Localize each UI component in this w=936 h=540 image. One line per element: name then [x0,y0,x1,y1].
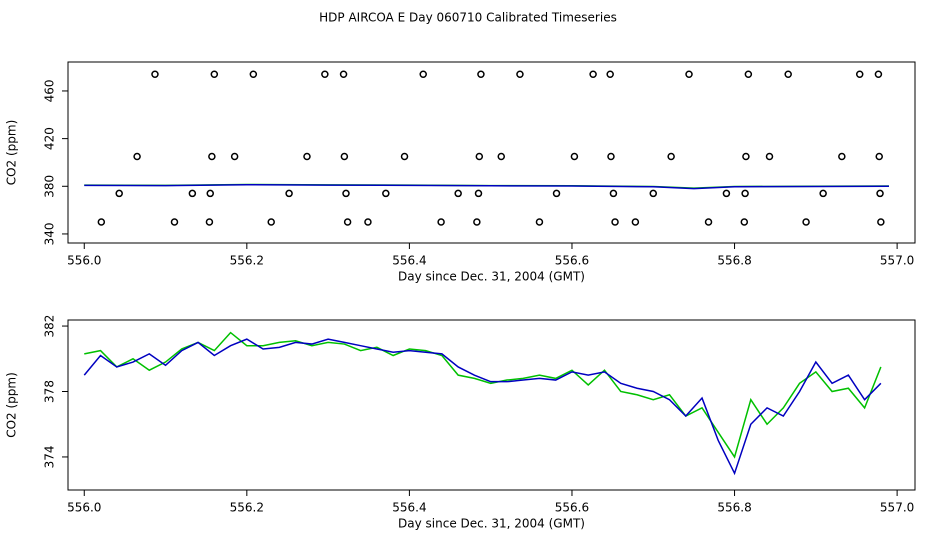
data-point [606,70,614,79]
data-point [249,70,258,79]
data-point [802,218,810,226]
x-axis-label: Day since Dec. 31, 2004 (GMT) [398,517,585,531]
data-point [667,152,675,161]
y-axis-label: CO2 (ppm) [5,120,19,186]
data-point [631,218,640,226]
data-point [874,70,883,79]
data-point [535,218,544,226]
data-point [206,189,215,198]
data-point [477,70,485,79]
data-point [115,189,123,198]
plot-frame [67,319,916,491]
data-line [84,183,889,190]
data-point [649,189,658,198]
data-point [819,189,827,198]
data-point [744,70,753,79]
data-point [875,152,883,161]
x-tick-label: 556.4 [392,254,426,268]
data-point [97,218,106,226]
data-point [343,218,352,226]
data-point [552,189,561,198]
data-point [170,218,179,226]
chart-title: HDP AIRCOA E Day 060710 Calibrated Times… [319,11,617,25]
data-point [876,189,884,198]
data-point [382,189,390,198]
data-point [570,152,579,161]
data-point [474,189,483,198]
data-point [685,70,693,79]
data-point [205,218,214,226]
data-point [611,218,619,226]
data-point [607,152,615,161]
x-tick-label: 556.2 [230,254,264,268]
x-tick-label: 556.8 [717,254,751,268]
data-point [765,152,774,161]
y-tick-label: 420 [43,127,57,150]
data-point [342,189,350,198]
y-tick-label: 382 [43,315,57,338]
data-point [437,218,445,226]
data-point [704,218,713,226]
y-axis-label: CO2 (ppm) [5,372,19,438]
data-line [84,331,882,459]
y-tick-label: 378 [43,380,57,403]
x-tick-label: 556.6 [555,254,589,268]
data-point [339,70,348,79]
data-point [838,152,846,161]
data-point [364,218,372,226]
data-point [321,70,329,79]
data-point [285,189,293,198]
x-tick-label: 556.0 [67,501,101,515]
data-point [589,70,597,79]
x-tick-label: 556.6 [555,501,589,515]
data-point [740,218,749,226]
x-tick-label: 557.0 [880,254,914,268]
x-tick-label: 556.0 [67,254,101,268]
data-point [400,152,409,161]
x-tick-label: 557.0 [880,501,914,515]
data-point [188,189,197,198]
x-tick-label: 556.8 [717,501,751,515]
data-point [877,218,885,226]
data-point [230,152,239,161]
data-point [208,152,216,161]
data-point [722,189,731,198]
data-point [340,152,349,161]
data-point [267,218,275,226]
x-tick-label: 556.2 [230,501,264,515]
data-point [497,152,506,161]
data-point [516,70,524,79]
x-axis-label: Day since Dec. 31, 2004 (GMT) [398,270,585,284]
data-point [609,189,618,198]
data-point [741,189,749,198]
y-tick-label: 380 [43,175,57,198]
data-point [454,189,462,198]
y-tick-label: 340 [43,222,57,245]
data-point [473,218,481,226]
data-point [210,70,219,79]
x-tick-label: 556.4 [392,501,426,515]
data-point [784,70,792,79]
data-point [151,70,159,79]
plot-frame [67,61,916,244]
data-line [83,338,882,476]
data-point [303,152,311,161]
data-point [475,152,484,161]
data-point [855,70,864,79]
y-tick-label: 374 [43,445,57,468]
data-point [742,152,750,161]
data-point [419,70,427,79]
data-point [133,152,141,161]
y-tick-label: 460 [43,80,57,103]
